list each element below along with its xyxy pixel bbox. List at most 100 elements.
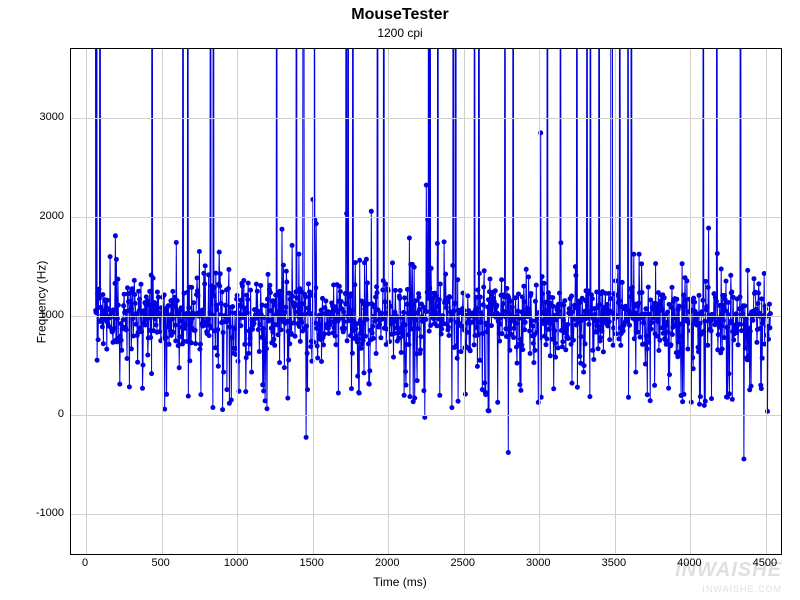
data-point — [557, 291, 562, 296]
data-point — [474, 325, 479, 330]
data-point — [417, 295, 422, 300]
data-point — [226, 286, 231, 291]
data-point — [591, 357, 596, 362]
data-point — [560, 339, 565, 344]
data-point — [728, 319, 733, 324]
data-point — [722, 335, 727, 340]
data-point — [678, 350, 683, 355]
data-point — [494, 303, 499, 308]
data-point — [218, 271, 223, 276]
data-point — [173, 323, 178, 328]
data-point — [481, 285, 486, 290]
data-point — [571, 338, 576, 343]
data-point — [268, 308, 273, 313]
data-point — [238, 298, 243, 303]
data-point — [276, 332, 281, 337]
data-point — [215, 327, 220, 332]
data-point — [454, 343, 459, 348]
data-point — [278, 295, 283, 300]
data-point — [617, 298, 622, 303]
data-point — [228, 310, 233, 315]
data-point — [100, 324, 105, 329]
data-point — [674, 297, 679, 302]
data-point — [404, 383, 409, 388]
data-point — [709, 328, 714, 333]
data-point — [542, 281, 547, 286]
data-point — [217, 284, 222, 289]
data-point — [587, 394, 592, 399]
chart-title: MouseTester — [0, 6, 800, 24]
data-point — [367, 368, 372, 373]
data-point — [666, 330, 671, 335]
data-point — [396, 330, 401, 335]
data-point — [692, 300, 697, 305]
data-point — [272, 343, 277, 348]
y-tick-label: 0 — [58, 408, 64, 420]
data-point — [742, 303, 747, 308]
data-point — [724, 279, 729, 284]
data-point — [477, 358, 482, 363]
x-tick-label: 0 — [82, 557, 88, 569]
data-point — [751, 318, 756, 323]
data-point — [524, 267, 529, 272]
data-point — [526, 275, 531, 280]
data-point — [197, 347, 202, 352]
data-point — [427, 329, 432, 334]
data-point — [729, 290, 734, 295]
data-point — [119, 348, 124, 353]
data-point — [125, 285, 130, 290]
data-point — [166, 303, 171, 308]
data-point — [355, 374, 360, 379]
data-point — [649, 320, 654, 325]
data-point — [170, 289, 175, 294]
data-point — [224, 387, 229, 392]
data-point — [342, 326, 347, 331]
data-point — [406, 332, 411, 337]
data-point — [258, 283, 263, 288]
data-point — [480, 331, 485, 336]
data-point — [94, 310, 99, 315]
x-tick-label: 4500 — [753, 557, 777, 569]
data-point — [435, 241, 440, 246]
data-point — [191, 300, 196, 305]
data-point — [154, 323, 159, 328]
data-point — [174, 240, 179, 245]
data-point — [737, 322, 742, 327]
data-point — [456, 399, 461, 404]
data-point — [638, 335, 643, 340]
data-point — [703, 399, 708, 404]
data-point — [178, 319, 183, 324]
data-point — [553, 355, 558, 360]
data-point — [111, 307, 116, 312]
data-point — [565, 322, 570, 327]
data-point — [257, 349, 262, 354]
data-point — [306, 306, 311, 311]
data-point — [583, 298, 588, 303]
data-point — [195, 288, 200, 293]
data-point — [316, 322, 321, 327]
data-point — [313, 285, 318, 290]
data-point — [230, 304, 235, 309]
data-point — [510, 305, 515, 310]
data-point — [759, 386, 764, 391]
data-point — [293, 334, 298, 339]
data-point — [350, 308, 355, 313]
data-point — [148, 335, 153, 340]
data-point — [484, 322, 489, 327]
data-point — [401, 310, 406, 315]
data-point — [561, 318, 566, 323]
data-point — [482, 380, 487, 385]
data-point — [655, 334, 660, 339]
data-point — [303, 294, 308, 299]
data-point — [284, 280, 289, 285]
plot-svg — [71, 49, 781, 554]
y-tick-label: 3000 — [40, 111, 64, 123]
data-point — [287, 341, 292, 346]
data-point — [305, 351, 310, 356]
data-point — [295, 302, 300, 307]
data-point — [597, 302, 602, 307]
grid-line-v — [237, 49, 238, 554]
x-tick-label: 1000 — [224, 557, 248, 569]
data-point — [219, 301, 224, 306]
data-point — [678, 322, 683, 327]
